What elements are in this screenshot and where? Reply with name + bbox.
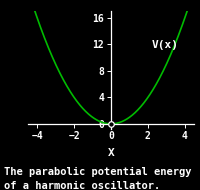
Text: V(x): V(x): [152, 40, 179, 50]
Text: X: X: [108, 148, 114, 158]
Text: The parabolic potential energy
of a harmonic oscillator.: The parabolic potential energy of a harm…: [4, 167, 192, 190]
